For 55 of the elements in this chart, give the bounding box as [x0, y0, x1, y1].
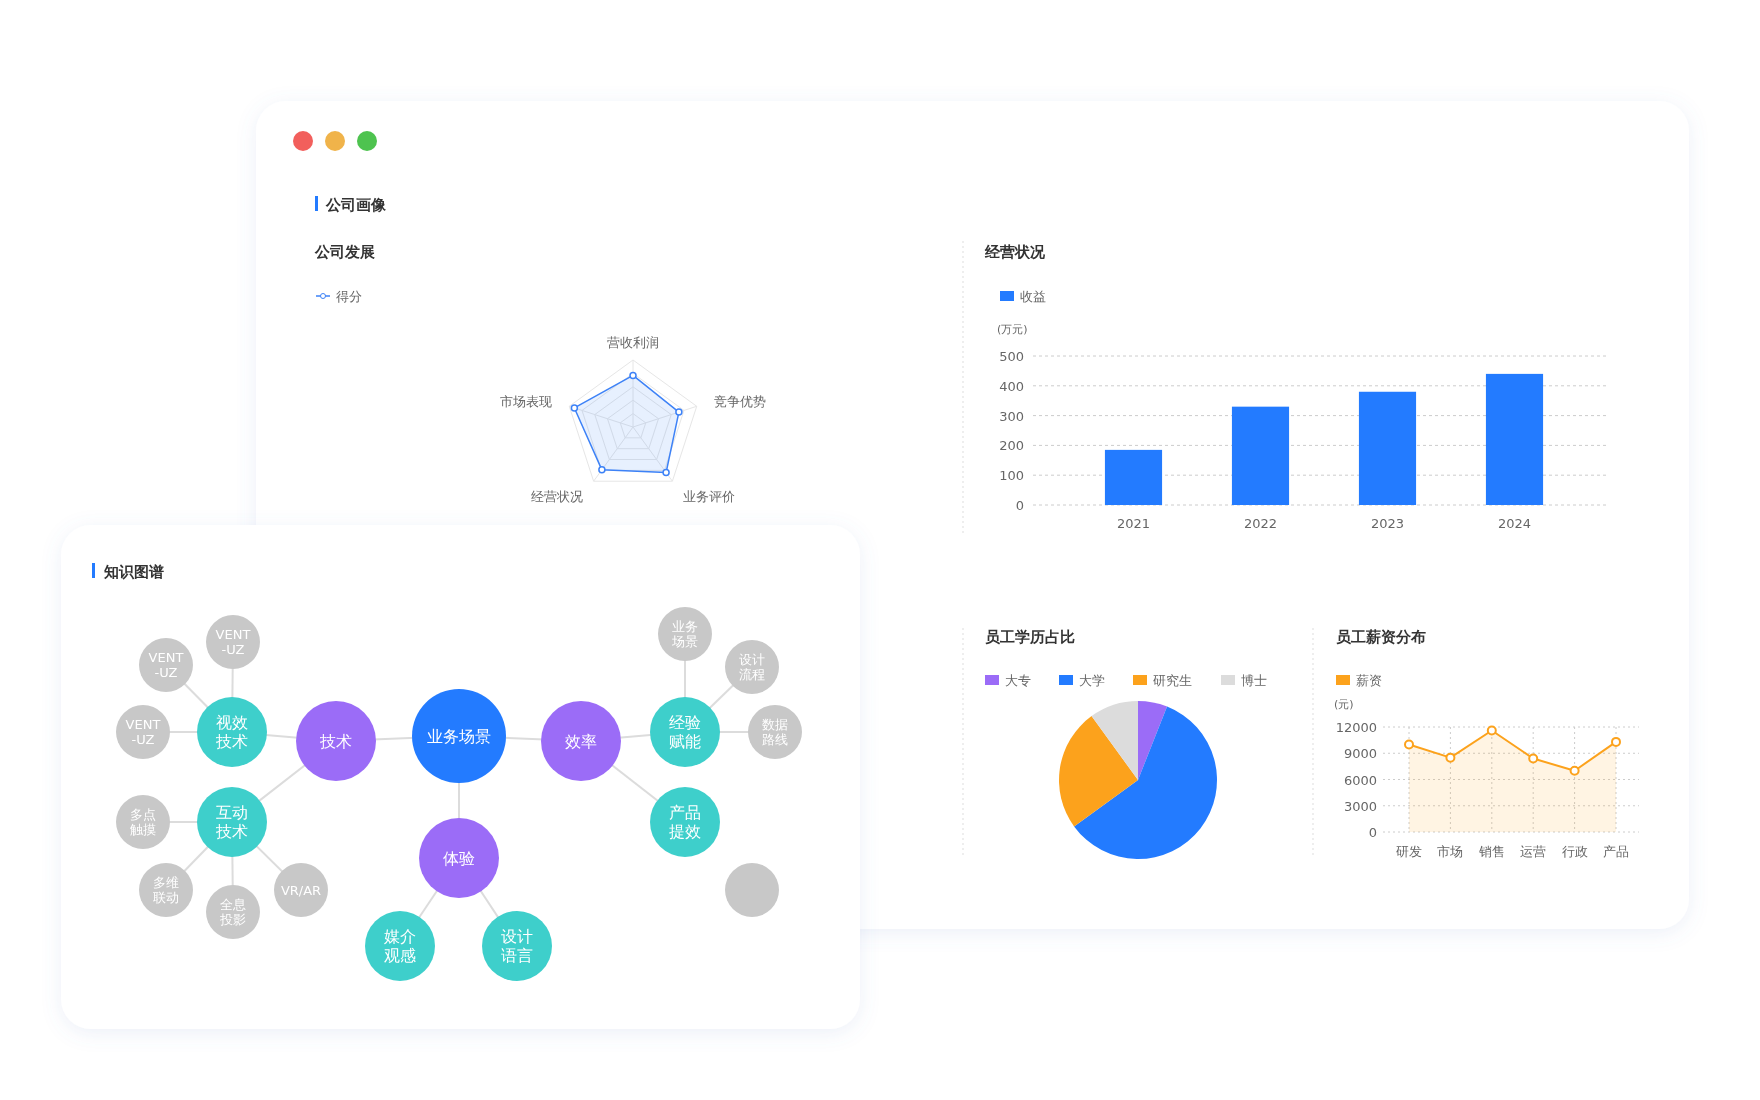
x-tick-label: 产品	[1603, 844, 1629, 859]
y-tick-label: 6000	[1343, 772, 1377, 788]
y-tick-label: 9000	[1343, 746, 1377, 762]
spoke-label: 经营状况	[531, 488, 584, 504]
chart-title: 员工学历占比	[985, 628, 1075, 646]
y-tick-label: 400	[999, 378, 1024, 394]
pie-slice	[1091, 701, 1138, 780]
y-tick-label: 300	[999, 408, 1024, 424]
spoke-label: 业务评价	[682, 488, 735, 504]
legend-label: 得分	[336, 289, 362, 304]
y-tick-label: 12000	[1335, 720, 1377, 735]
spoke-label: 市场表现	[500, 393, 553, 409]
y-tick-label: 0	[1015, 498, 1024, 513]
x-tick-label: 销售	[1477, 844, 1505, 859]
y-axis-title: (万元)	[997, 323, 1028, 336]
y-tick-label: 500	[999, 349, 1024, 364]
legend-label: 研究生	[1153, 673, 1192, 688]
legend-label: 收益	[1020, 289, 1046, 304]
point	[1445, 752, 1456, 763]
pie-slice	[1074, 706, 1217, 859]
bar	[1358, 391, 1417, 505]
chart-subtitle: 公司发展	[314, 243, 375, 261]
bar	[1231, 406, 1290, 505]
bar	[1485, 373, 1544, 505]
legend-label: 薪资	[1356, 673, 1382, 688]
chart-title: 经营状况	[984, 243, 1046, 261]
y-axis-title: (元)	[1334, 698, 1354, 711]
x-tick-label: 行政	[1561, 844, 1588, 859]
point	[1569, 765, 1580, 776]
x-tick-label: 研发	[1396, 844, 1422, 859]
x-tick-label: 2021	[1116, 516, 1151, 531]
spoke-label: 竞争优势	[713, 393, 766, 409]
x-tick-label: 2023	[1370, 516, 1405, 531]
bar	[1104, 449, 1163, 505]
y-tick-label: 3000	[1343, 798, 1377, 814]
legend-label: 大专	[1005, 673, 1031, 688]
chart-title: 员工薪资分布	[1336, 628, 1426, 646]
x-tick-label: 运营	[1520, 844, 1547, 859]
x-tick-label: 市场	[1437, 844, 1464, 859]
y-tick-label: 100	[999, 468, 1024, 484]
point	[1486, 725, 1497, 736]
chart-title: 公司画像	[325, 196, 387, 214]
point	[1611, 736, 1621, 747]
point	[1404, 739, 1414, 750]
pie-slice	[1138, 701, 1168, 780]
legend-label: 博士	[1241, 673, 1267, 688]
text: 知识图谱	[103, 563, 164, 581]
y-tick-label: 0	[1368, 825, 1377, 840]
y-tick-label: 200	[999, 438, 1024, 454]
x-tick-label: 2024	[1497, 516, 1532, 531]
x-tick-label: 2022	[1243, 516, 1278, 531]
pie-slice	[1059, 716, 1138, 827]
legend-label: 大学	[1079, 673, 1105, 688]
spoke-label: 营收利润	[607, 335, 659, 350]
point	[1528, 753, 1539, 764]
